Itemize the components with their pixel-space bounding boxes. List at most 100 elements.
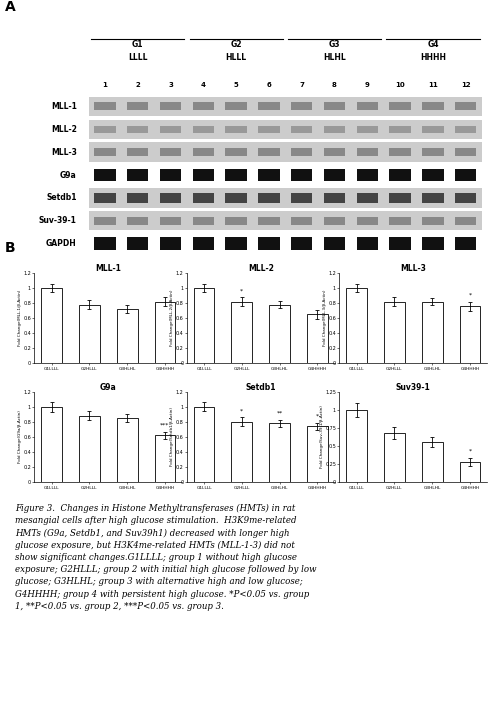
Bar (258, 238, 279, 250)
Text: HLLL: HLLL (226, 53, 246, 62)
Text: G2: G2 (230, 40, 242, 49)
Bar (193, 193, 214, 203)
Bar (324, 193, 345, 203)
Bar (357, 238, 378, 250)
Text: HHHH: HHHH (420, 53, 446, 62)
Bar (94, 238, 116, 250)
Bar (193, 169, 214, 181)
Bar (455, 217, 476, 225)
Bar (291, 125, 312, 133)
Bar (455, 238, 476, 250)
Bar (94, 125, 116, 133)
Bar (193, 238, 214, 250)
Bar (117, 309, 138, 363)
Text: 11: 11 (428, 82, 438, 88)
Bar (269, 305, 290, 363)
Bar (357, 125, 378, 133)
Bar (390, 238, 411, 250)
Bar (225, 102, 247, 111)
Bar (324, 148, 345, 156)
Bar (390, 148, 411, 156)
Text: MLL-2: MLL-2 (51, 125, 77, 134)
Bar (291, 148, 312, 156)
Bar (291, 102, 312, 111)
Bar (357, 102, 378, 111)
Bar (160, 148, 181, 156)
Bar (231, 301, 252, 363)
Bar (258, 125, 279, 133)
Bar (324, 169, 345, 181)
Bar (89, 96, 482, 116)
Bar (422, 148, 444, 156)
Y-axis label: Fold Change(MLL-2/β-Actin): Fold Change(MLL-2/β-Actin) (170, 290, 174, 347)
Y-axis label: Fold Change(G9a/β-Actin): Fold Change(G9a/β-Actin) (18, 411, 22, 464)
Bar (390, 169, 411, 181)
Bar (225, 169, 247, 181)
Text: 8: 8 (332, 82, 337, 88)
Bar (225, 148, 247, 156)
Bar (324, 125, 345, 133)
Text: 5: 5 (234, 82, 239, 88)
Bar (127, 169, 149, 181)
Text: *: * (316, 414, 319, 419)
Title: Setdb1: Setdb1 (246, 383, 276, 391)
Bar (460, 306, 480, 363)
Title: MLL-1: MLL-1 (95, 264, 121, 273)
Text: *: * (240, 408, 244, 414)
Bar (94, 169, 116, 181)
Bar (422, 125, 444, 133)
Bar (160, 217, 181, 225)
Bar (324, 217, 345, 225)
Bar (460, 462, 480, 482)
Bar (422, 442, 443, 482)
Bar (127, 102, 149, 111)
Bar (194, 288, 215, 363)
Bar (455, 125, 476, 133)
Bar (225, 125, 247, 133)
Bar (79, 415, 100, 482)
Text: MLL-3: MLL-3 (51, 147, 77, 157)
Bar (41, 407, 62, 482)
Text: HLHL: HLHL (323, 53, 346, 62)
Bar (193, 125, 214, 133)
Bar (269, 423, 290, 482)
Text: GAPDH: GAPDH (46, 239, 77, 248)
Bar (422, 193, 444, 203)
Text: 12: 12 (461, 82, 470, 88)
Text: Suv-39-1: Suv-39-1 (39, 216, 77, 225)
Bar (346, 288, 367, 363)
Bar (127, 217, 149, 225)
Bar (390, 102, 411, 111)
Bar (324, 238, 345, 250)
Bar (160, 193, 181, 203)
Bar (291, 193, 312, 203)
Text: 2: 2 (135, 82, 140, 88)
Bar (324, 102, 345, 111)
Bar (455, 169, 476, 181)
Text: G4: G4 (427, 40, 439, 49)
Text: 9: 9 (365, 82, 370, 88)
Title: G9a: G9a (100, 383, 117, 391)
Bar (390, 193, 411, 203)
Bar (160, 102, 181, 111)
Bar (194, 407, 215, 482)
Bar (291, 238, 312, 250)
Text: 3: 3 (168, 82, 173, 88)
Text: G9a: G9a (60, 171, 77, 179)
Bar (258, 217, 279, 225)
Text: A: A (5, 0, 16, 14)
Bar (422, 102, 444, 111)
Text: Figure 3.  Changes in Histone Methyltransferases (HMTs) in rat
mesangial cells a: Figure 3. Changes in Histone Methyltrans… (15, 504, 316, 610)
Y-axis label: Fold Change(Setdb1/β-Actin): Fold Change(Setdb1/β-Actin) (170, 408, 174, 467)
Y-axis label: Fold Change(MLL-1/β-Actin): Fold Change(MLL-1/β-Actin) (18, 290, 22, 347)
Text: LLLL: LLLL (128, 53, 148, 62)
Bar (258, 148, 279, 156)
Title: MLL-2: MLL-2 (248, 264, 274, 273)
Title: MLL-3: MLL-3 (400, 264, 426, 273)
Bar (258, 169, 279, 181)
Bar (357, 169, 378, 181)
Bar (291, 169, 312, 181)
Text: 6: 6 (267, 82, 271, 88)
Text: **: ** (277, 411, 283, 416)
Title: Suv39-1: Suv39-1 (396, 383, 430, 391)
